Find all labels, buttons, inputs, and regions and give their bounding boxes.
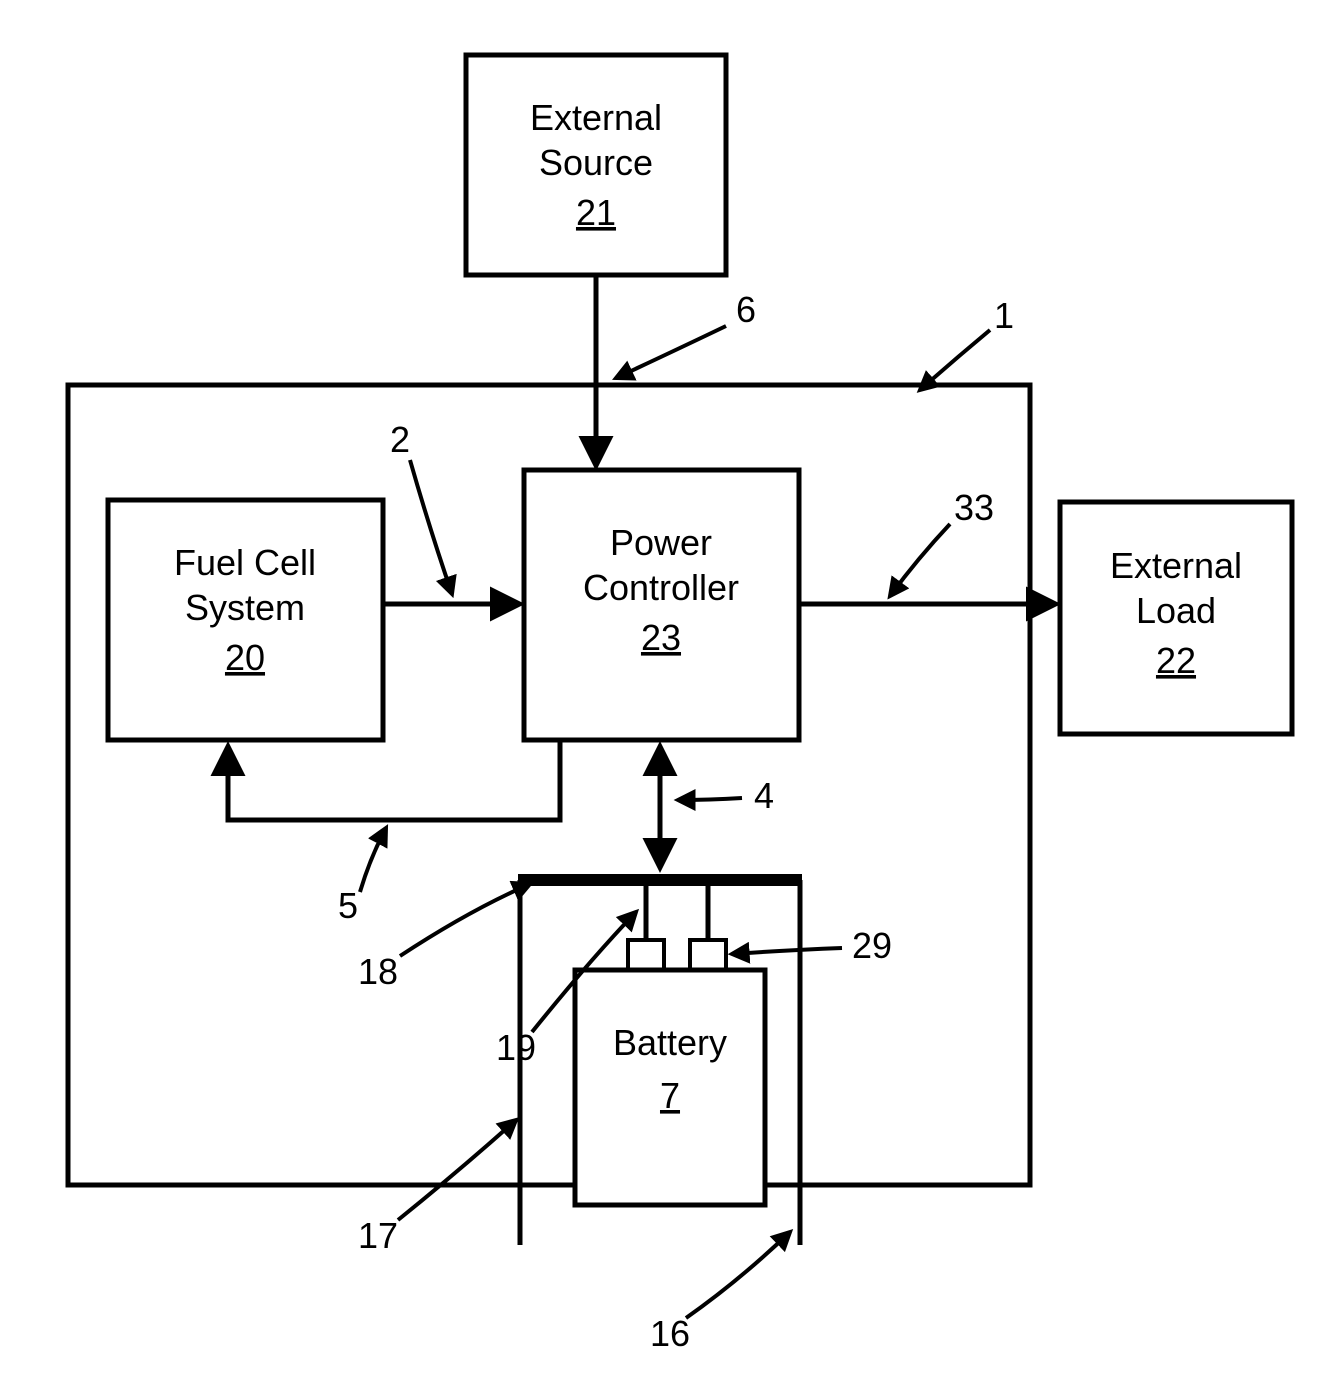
callout-1-leader (920, 330, 990, 390)
callout-16-leader (686, 1232, 790, 1318)
node-power-controller: Power Controller 23 (524, 470, 799, 740)
callout-2-num: 2 (390, 419, 410, 460)
power-ctrl-title: Power (610, 522, 712, 563)
external-source-title: External (530, 97, 662, 138)
external-source-ref: 21 (576, 192, 616, 233)
callout-5-num: 5 (338, 885, 358, 926)
external-source-subtitle: Source (539, 142, 653, 183)
node-external-load: External Load 22 (1060, 502, 1292, 734)
callout-6-num: 6 (736, 289, 756, 330)
callout-5-leader (360, 828, 386, 892)
external-load-title: External (1110, 545, 1242, 586)
fuel-cell-ref: 20 (225, 637, 265, 678)
callout-29-leader (732, 948, 842, 954)
callout-18-leader (400, 884, 530, 956)
callout-17-num: 17 (358, 1215, 398, 1256)
callout-17-leader (398, 1120, 516, 1220)
external-load-subtitle: Load (1136, 590, 1216, 631)
callout-4-num: 4 (754, 775, 774, 816)
battery-title: Battery (613, 1022, 727, 1063)
node-external-source: External Source 21 (466, 55, 726, 275)
callout-16-num: 16 (650, 1313, 690, 1354)
node-fuel-cell: Fuel Cell System 20 (108, 500, 383, 740)
external-load-ref: 22 (1156, 640, 1196, 681)
callout-33-num: 33 (954, 487, 994, 528)
callout-1-num: 1 (994, 295, 1014, 336)
fuel-cell-title: Fuel Cell (174, 542, 316, 583)
callout-2-leader (410, 460, 452, 594)
battery-terminals (628, 886, 726, 972)
diagram-canvas: External Source 21 Fuel Cell System 20 P… (0, 0, 1326, 1399)
callout-19-num: 19 (496, 1027, 536, 1068)
battery-ref: 7 (660, 1075, 680, 1116)
callout-33-leader (890, 524, 950, 596)
fuel-cell-subtitle: System (185, 587, 305, 628)
power-ctrl-subtitle: Controller (583, 567, 739, 608)
callout-6-leader (616, 326, 726, 378)
edge-ctrl-to-fuelcell-feedback (228, 740, 560, 820)
callout-4-leader (678, 798, 742, 800)
callout-18-num: 18 (358, 951, 398, 992)
callout-29-num: 29 (852, 925, 892, 966)
node-battery: Battery 7 (575, 970, 765, 1205)
power-ctrl-ref: 23 (641, 617, 681, 658)
